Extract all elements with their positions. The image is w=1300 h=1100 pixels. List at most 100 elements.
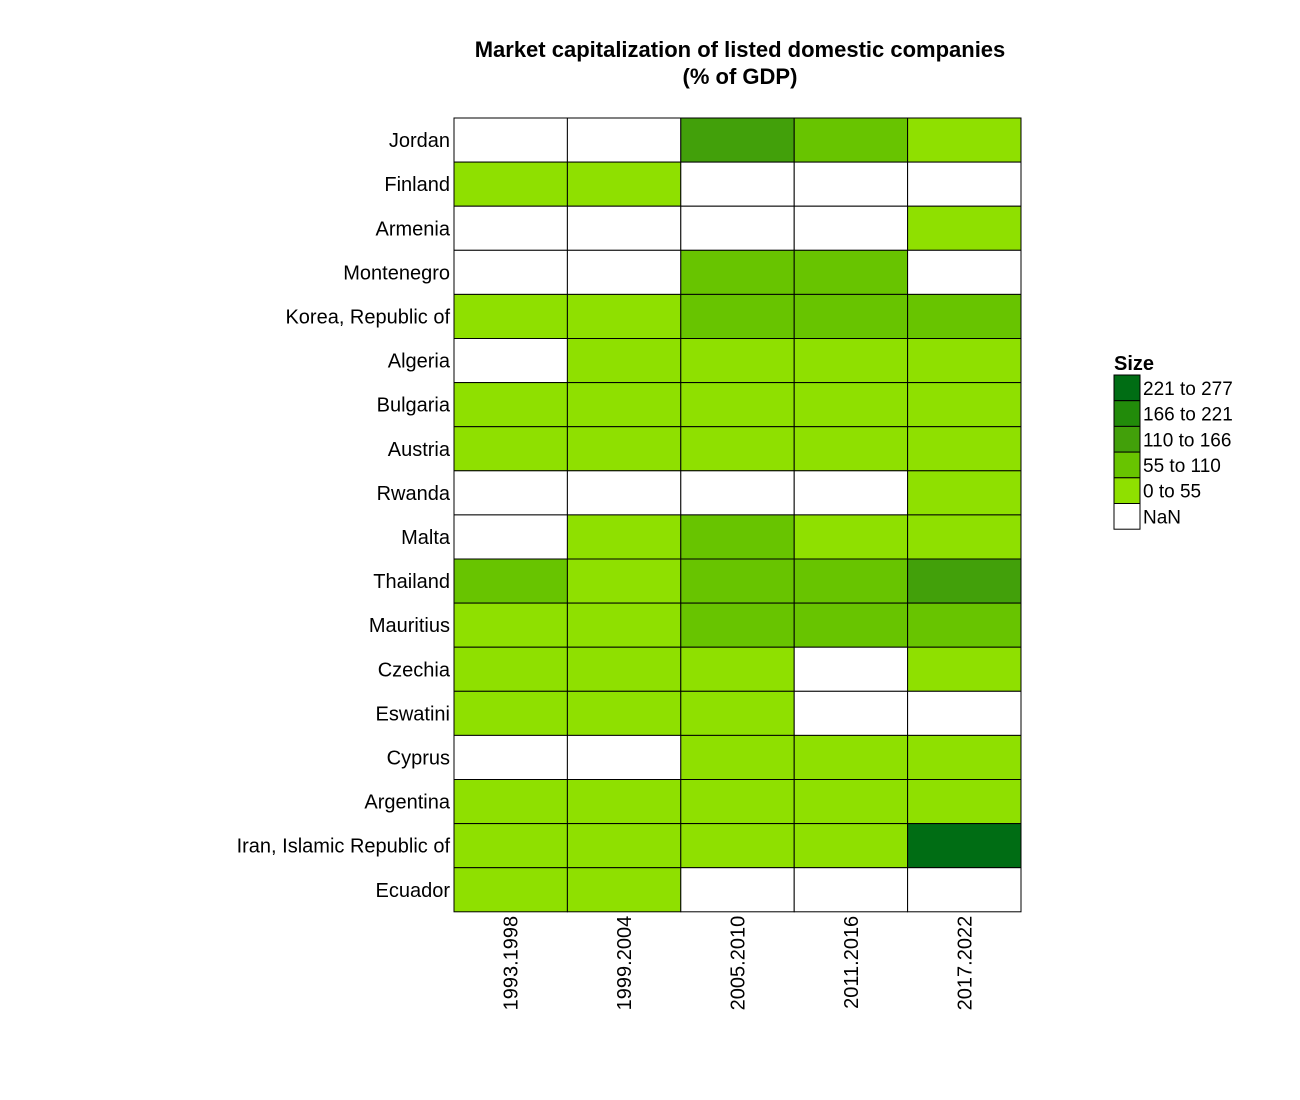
heatmap-cells bbox=[453, 117, 1022, 913]
heatmap-cell bbox=[907, 205, 1022, 251]
heatmap-cell bbox=[566, 779, 682, 825]
legend-label: NaN bbox=[1143, 507, 1181, 528]
legend-swatch bbox=[1113, 425, 1141, 453]
heatmap-cell bbox=[907, 646, 1022, 692]
heatmap-cell bbox=[907, 338, 1022, 384]
heatmap-cell bbox=[453, 646, 568, 692]
heatmap-cell bbox=[793, 117, 909, 163]
legend-label: 55 to 110 bbox=[1143, 456, 1221, 477]
legend-swatch bbox=[1113, 400, 1141, 427]
heatmap-cell bbox=[680, 338, 795, 384]
heatmap-cell bbox=[907, 382, 1022, 428]
legend: Size 221 to 277 166 to 221 110 to 166 55 to… bbox=[1113, 353, 1233, 530]
heatmap-cell bbox=[566, 338, 682, 384]
column-label: 1999.2004 bbox=[614, 916, 636, 1011]
heatmap-cell bbox=[907, 558, 1022, 604]
heatmap-cell bbox=[566, 205, 682, 251]
heatmap-cell bbox=[453, 514, 568, 560]
heatmap-cell bbox=[453, 690, 568, 736]
heatmap-cell bbox=[907, 823, 1022, 869]
heatmap-cell bbox=[453, 117, 568, 163]
row-label: Montenegro bbox=[343, 262, 450, 284]
heatmap-cell bbox=[680, 823, 795, 869]
row-label: Armenia bbox=[376, 218, 451, 240]
heatmap-cell bbox=[566, 867, 682, 913]
row-label: Austria bbox=[388, 439, 451, 461]
column-label: 2017.2022 bbox=[954, 916, 976, 1011]
heatmap-cell bbox=[680, 602, 795, 648]
row-label: Eswatini bbox=[376, 703, 450, 725]
heatmap-cell bbox=[680, 690, 795, 736]
legend-label: 221 to 277 bbox=[1143, 379, 1233, 400]
heatmap-cell bbox=[680, 867, 795, 913]
row-label: Iran, Islamic Republic of bbox=[237, 836, 451, 858]
chart-title-line-2: (% of GDP) bbox=[683, 64, 798, 89]
heatmap-cell bbox=[793, 646, 909, 692]
heatmap-cell bbox=[907, 779, 1022, 825]
row-labels: Jordan Finland Armenia Montenegro Korea, Rep… bbox=[237, 130, 451, 902]
heatmap-cell bbox=[793, 779, 909, 825]
row-label: Ecuador bbox=[376, 880, 451, 902]
heatmap-cell bbox=[793, 602, 909, 648]
heatmap-cell bbox=[680, 734, 795, 781]
row-label: Thailand bbox=[373, 571, 450, 593]
heatmap-cell bbox=[453, 602, 568, 648]
heatmap-cell bbox=[680, 470, 795, 516]
legend-label: 0 to 55 bbox=[1143, 482, 1201, 503]
heatmap-cell bbox=[793, 690, 909, 736]
row-label: Malta bbox=[401, 527, 451, 549]
row-label: Czechia bbox=[378, 659, 451, 681]
heatmap-cell bbox=[793, 514, 909, 560]
heatmap-cell bbox=[907, 117, 1022, 163]
heatmap-cell bbox=[566, 823, 682, 869]
legend-swatch bbox=[1113, 451, 1141, 479]
heatmap-cell bbox=[907, 249, 1022, 295]
row-label: Jordan bbox=[389, 130, 450, 152]
heatmap-cell bbox=[453, 205, 568, 251]
heatmap-cell bbox=[793, 867, 909, 913]
heatmap-cell bbox=[907, 161, 1022, 207]
heatmap-cell bbox=[793, 338, 909, 384]
row-label: Rwanda bbox=[377, 483, 451, 505]
heatmap-cell bbox=[453, 470, 568, 516]
heatmap-cell bbox=[793, 205, 909, 251]
heatmap-cell bbox=[793, 161, 909, 207]
legend-title: Size bbox=[1114, 353, 1154, 375]
heatmap-cell bbox=[566, 690, 682, 736]
heatmap-cell bbox=[453, 426, 568, 472]
heatmap-cell bbox=[453, 249, 568, 295]
heatmap-cell bbox=[680, 382, 795, 428]
heatmap-cell bbox=[453, 558, 568, 604]
heatmap-cell bbox=[793, 734, 909, 781]
heatmap-cell bbox=[566, 734, 682, 781]
heatmap-cell bbox=[680, 646, 795, 692]
heatmap-cell bbox=[680, 293, 795, 339]
heatmap-cell bbox=[680, 205, 795, 251]
heatmap-cell bbox=[907, 867, 1022, 913]
heatmap-cell bbox=[453, 779, 568, 825]
heatmap-cell bbox=[793, 558, 909, 604]
heatmap-cell bbox=[566, 117, 682, 163]
row-label: Bulgaria bbox=[377, 395, 451, 417]
heatmap-cell bbox=[566, 558, 682, 604]
heatmap-cell bbox=[566, 646, 682, 692]
column-label: 1993.1998 bbox=[501, 916, 523, 1011]
column-labels: 1993.1998 1999.2004 2005.2010 2011.2016 2017… bbox=[501, 916, 977, 1011]
heatmap-cell bbox=[566, 426, 682, 472]
heatmap-cell bbox=[453, 293, 568, 339]
heatmap-cell bbox=[566, 514, 682, 560]
legend-swatch bbox=[1113, 477, 1141, 504]
legend-swatch bbox=[1113, 374, 1141, 402]
heatmap-cell bbox=[680, 117, 795, 163]
heatmap-cell bbox=[907, 602, 1022, 648]
heatmap-cell bbox=[793, 249, 909, 295]
heatmap-cell bbox=[453, 338, 568, 384]
heatmap-cell bbox=[680, 249, 795, 295]
heatmap-cell bbox=[566, 602, 682, 648]
heatmap-cell bbox=[453, 823, 568, 869]
heatmap-cell bbox=[453, 734, 568, 781]
legend-label: 166 to 221 bbox=[1143, 405, 1233, 426]
heatmap-cell bbox=[907, 734, 1022, 781]
row-label: Cyprus bbox=[387, 747, 450, 769]
